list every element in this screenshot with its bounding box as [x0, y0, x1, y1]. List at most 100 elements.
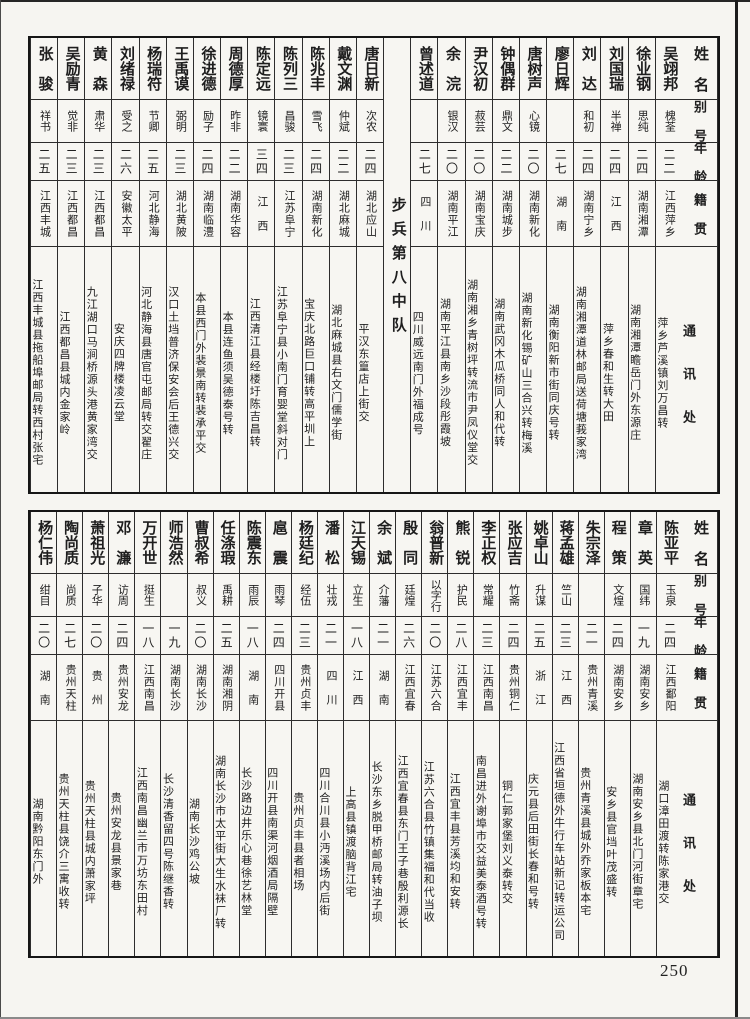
- entry-alias-text: 节卿: [147, 110, 160, 132]
- entry-age: 一八: [135, 617, 161, 655]
- entry-address: 江苏阜宁县小南门育婴堂斜对门: [275, 247, 301, 492]
- roster-entry-column: 翁普新 以字行 二〇 江苏六合 江苏六合县竹镇集福和代当收: [421, 512, 448, 956]
- entry-name: 邓 濂: [109, 512, 135, 574]
- entry-name-text: 刘绪禄: [117, 46, 134, 91]
- entry-alias: [578, 574, 604, 617]
- entry-name-text: 陈定远: [253, 46, 270, 91]
- entry-origin: 湖南安乡: [604, 655, 630, 721]
- entry-name-text: 陶尚质: [62, 520, 79, 565]
- entry-age: 二三: [275, 143, 302, 181]
- entry-age-text: 二一: [584, 621, 599, 650]
- entry-origin-text: 河北静海: [147, 189, 160, 238]
- entry-age: 二一: [578, 617, 604, 655]
- entry-age: 一八: [343, 617, 370, 655]
- entry-age-text: 二四: [580, 147, 595, 176]
- entry-address-text: 江西宜春县东门王子巷殷利源长: [396, 754, 409, 930]
- roster-entry-column: 陈列三 昌骏 二三 江苏阜宁 江苏阜宁县小南门育婴堂斜对门: [274, 38, 302, 492]
- entry-age: 二三: [58, 143, 85, 181]
- entry-age: 一九: [161, 617, 187, 655]
- entry-address: 湖北麻城县右文门儒学街: [330, 247, 356, 492]
- entry-alias: 肃华: [85, 100, 112, 143]
- entry-origin-text: 安徽太平: [119, 189, 132, 238]
- entry-alias-text: 护民: [455, 584, 468, 606]
- entry-age: 二一: [370, 617, 396, 655]
- entry-origin: 江西萍乡: [655, 181, 682, 247]
- entry-age: 二三: [291, 617, 317, 655]
- entry-address: 本县西门外裴景南转裴承平交: [194, 247, 220, 492]
- entry-name-text: 扈 震: [270, 520, 287, 565]
- roster-entry-column: 唐日新 次农 二四 湖北应山 平汉东篁店上街交: [355, 38, 384, 492]
- entry-alias-text: 叔义: [194, 584, 207, 606]
- entry-name-text: 邓 濂: [114, 520, 131, 565]
- roster-entry-column: 姚卓山 升谋 二五浙 江庆元县后田街长春和号转: [525, 512, 552, 956]
- entry-alias-text: 立生: [351, 584, 364, 606]
- entry-alias: 国纬: [630, 574, 656, 617]
- entry-name: 余 浣: [438, 38, 465, 100]
- entry-address-text: 贵州贞丰县者相场: [291, 792, 304, 892]
- entry-alias-text: 昨非: [228, 110, 241, 132]
- entry-origin: 江 西: [552, 655, 578, 721]
- entry-origin-text: 贵州安龙: [116, 663, 129, 712]
- entry-age-text: 二四: [505, 621, 520, 650]
- entry-age-text: 二四: [114, 621, 129, 650]
- roster-entry-column: 刘绪禄 受之 二六 安徽太平 安庆四牌楼凌云堂: [111, 38, 139, 492]
- entry-age: 二五: [139, 143, 166, 181]
- entry-age: 一九: [630, 617, 656, 655]
- entry-address: 本县连鱼须吴德泰号转: [221, 247, 247, 492]
- header-name-text: 姓名: [692, 519, 708, 574]
- entry-origin-text: 江西萍乡: [663, 189, 676, 238]
- entry-age-text: 二三: [91, 147, 106, 176]
- entry-origin-text: 湖南安乡: [611, 663, 624, 712]
- roster-entry-column: 陈亚平 玉泉 二四 江西鄱阳 湖口漳田渡转陈家港交: [655, 512, 682, 956]
- entry-alias: [161, 574, 187, 617]
- entry-name-text: 张应吉: [505, 520, 522, 565]
- entry-name-text: 徐业钢: [634, 46, 651, 91]
- entry-age-text: 二〇: [444, 147, 459, 176]
- header-column: 姓名 别号 年龄 籍贯 通讯处: [682, 38, 718, 492]
- entry-name-text: 徐进德: [199, 46, 216, 91]
- entry-origin-text: 四 川: [324, 669, 337, 706]
- entry-address: 湖南长沙鸡公坡: [188, 721, 213, 956]
- entry-origin-text: 江苏阜宁: [283, 189, 295, 238]
- entry-name: 刘 达: [574, 38, 601, 100]
- entry-age-text: 二四: [308, 147, 323, 176]
- entry-address: 庆元县后田街长春和号转: [527, 721, 552, 956]
- entry-origin: 江西宜春: [396, 655, 422, 721]
- entry-age: 二七: [411, 143, 438, 181]
- roster-entry-column: 章 英国纬 一九 湖南安乡 湖南安乡县北门河街章宅: [629, 512, 656, 956]
- entry-age-text: 二六: [118, 147, 133, 176]
- entry-address: 长沙路边井乐心巷徐艺林堂: [240, 721, 265, 956]
- entry-origin-text: 湖南临澧: [201, 189, 214, 238]
- entry-name: 陶尚质: [57, 512, 83, 574]
- entry-name-text: 刘 达: [579, 46, 596, 91]
- entry-origin-text: 湖南湘潭: [636, 189, 649, 238]
- entry-name-text: 钟偶群: [498, 46, 515, 91]
- entry-age: 二四: [628, 143, 655, 181]
- roster-entry-column: 陈定远 镜寰 三四江 西江西清江县经楼圩陈吉昌转: [247, 38, 275, 492]
- header-alias: 别号: [682, 100, 717, 143]
- entry-origin-text: 湖 南: [246, 669, 259, 706]
- entry-name: 钟偶群: [492, 38, 519, 100]
- entry-alias-text: 升谋: [533, 584, 546, 606]
- entry-alias: 昌骏: [275, 100, 302, 143]
- roster-entry-column: 杨仁伟 绀目 二〇湖 南湖南黔阳东门外: [30, 512, 57, 956]
- entry-origin-text: 湖南城步: [500, 189, 513, 238]
- entry-alias-text: 昌骏: [283, 110, 295, 132]
- entry-name: 万开世: [135, 512, 161, 574]
- roster-table-bottom: 姓名 别号 年龄 籍贯 通讯处 陈亚平 玉泉 二四 江西鄱阳 湖口漳田渡转陈家港交章 英国纬 一九湖…: [28, 510, 720, 958]
- entry-alias: 壮戎: [317, 574, 343, 617]
- entry-address-text: 四川开县南渠河烟酒局隔壁: [265, 767, 278, 917]
- entry-age-text: 二二: [498, 147, 513, 176]
- roster-entry-column: 朱宗泽 二一 贵州青溪 贵州青溪县城外乔家板本宅: [577, 512, 604, 956]
- entry-name-text: 唐日新: [362, 46, 379, 91]
- entry-alias-text: 仲斌: [337, 110, 350, 132]
- entry-origin-text: 贵州铜仁: [507, 663, 520, 712]
- entry-name: 徐业钢: [628, 38, 655, 100]
- entry-age: 二〇: [187, 617, 213, 655]
- entry-alias: 挺生: [135, 574, 161, 617]
- roster-entry-column: 黄 森肃华 二三 江西都昌 九江湖口马涧桥源头港黄家湾交: [84, 38, 112, 492]
- entry-alias: 立生: [343, 574, 370, 617]
- entry-origin-text: 贵 州: [90, 669, 103, 706]
- entry-age: 一八: [239, 617, 265, 655]
- page-number: 250: [660, 961, 689, 980]
